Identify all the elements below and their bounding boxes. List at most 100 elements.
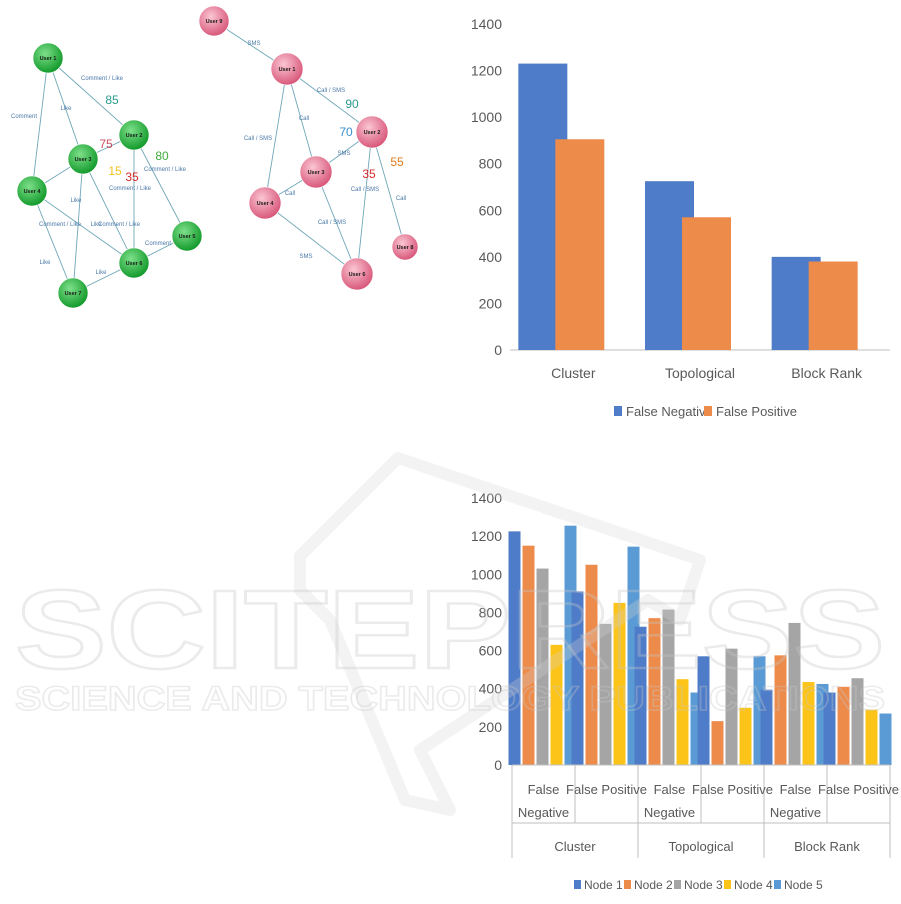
x-tick-label: Topological	[665, 365, 735, 381]
user-node	[118, 119, 150, 151]
y-tick-label: 400	[479, 249, 503, 265]
legend-swatch	[774, 880, 781, 889]
user-node	[270, 52, 304, 86]
y-tick-label: 200	[479, 719, 503, 735]
y-tick-label: 400	[479, 681, 503, 697]
bar	[585, 564, 598, 765]
bar	[837, 686, 850, 765]
subcategory-label: Negative	[770, 805, 821, 820]
graph-edge	[286, 68, 317, 173]
user-node	[340, 257, 374, 291]
subcategory-label: False	[780, 782, 812, 797]
edge-label: Like	[60, 106, 72, 112]
bar	[697, 656, 710, 765]
edge-label: SMS	[247, 41, 260, 47]
bar	[599, 623, 612, 765]
user-node-label: User 5	[179, 234, 196, 240]
graph-edge	[356, 131, 373, 275]
y-tick-label: 1200	[471, 63, 502, 79]
user-node	[67, 143, 99, 175]
y-tick-label: 0	[494, 757, 502, 773]
score-label: 80	[155, 149, 169, 163]
group-label: Cluster	[554, 839, 596, 854]
user-node	[198, 5, 230, 37]
edge-label: Comment / Like	[144, 167, 187, 173]
score-label: 55	[390, 155, 404, 169]
edge-label: SMS	[299, 254, 312, 260]
bar	[676, 679, 689, 765]
user-node	[248, 186, 282, 220]
legend-label: False Negative	[626, 404, 713, 419]
edge-label: Comment / Like	[81, 76, 124, 82]
legend-swatch	[574, 880, 581, 889]
graph-edge	[315, 171, 358, 275]
score-label: 85	[105, 93, 119, 107]
bar	[634, 626, 647, 765]
legend-label: Node 2	[634, 878, 673, 892]
user-node	[57, 277, 89, 309]
bar	[788, 622, 801, 765]
bar	[550, 644, 563, 765]
bar	[536, 568, 549, 765]
edge-label: Call	[299, 116, 309, 122]
graph-edge	[31, 190, 74, 294]
x-tick-label: Cluster	[551, 365, 596, 381]
graph-edge	[31, 57, 49, 192]
edge-label: SMS	[337, 151, 350, 157]
bar	[682, 217, 731, 350]
user-node	[355, 115, 389, 149]
legend-swatch	[704, 406, 712, 416]
edge-label: Comment / Like	[109, 186, 152, 192]
graph-edge	[371, 131, 406, 248]
graph-edge	[47, 57, 135, 136]
bar	[851, 678, 864, 765]
bar	[508, 531, 521, 765]
y-tick-label: 1400	[471, 490, 502, 506]
legend-swatch	[674, 880, 681, 889]
edge-label: Call / SMS	[351, 187, 379, 193]
edge-label: Comment	[11, 114, 37, 120]
score-label: 35	[362, 167, 376, 181]
y-tick-label: 1000	[471, 566, 502, 582]
bar-chart-error-rates: 0 200 400 600 800 1000 1200 1400 Cluster Topologi…	[471, 16, 890, 419]
legend-label: Node 3	[684, 878, 723, 892]
edge-label: Call / SMS	[244, 136, 272, 142]
y-tick-label: 600	[479, 643, 503, 659]
user-node-label: User 7	[65, 291, 82, 297]
edge-label: Like	[70, 198, 82, 204]
bar	[774, 655, 787, 765]
graph-edge	[82, 158, 135, 264]
graph-edge	[31, 190, 135, 264]
user-node-label: User 6	[126, 261, 143, 267]
bar	[760, 689, 773, 765]
y-tick-label: 600	[479, 202, 503, 218]
bar	[865, 709, 878, 765]
graph-edge	[264, 202, 358, 275]
user-node-label: User 4	[257, 201, 275, 207]
user-node-label: User 2	[126, 133, 143, 139]
legend-swatch	[624, 880, 631, 889]
edge-label: Call	[396, 196, 406, 202]
user-node-label: User 2	[364, 130, 381, 136]
user-node-label: User 9	[206, 19, 223, 25]
user-node-label: User 3	[308, 170, 325, 176]
legend-label: Node 4	[734, 878, 773, 892]
score-label: 90	[345, 97, 359, 111]
user-node	[16, 175, 48, 207]
graph-edge	[264, 68, 288, 204]
edge-label: Like	[39, 260, 51, 266]
y-tick-label: 1200	[471, 528, 502, 544]
legend-label: Node 1	[584, 878, 623, 892]
subcategory-label: False Positive	[566, 782, 647, 797]
score-label: 75	[99, 137, 113, 151]
bar	[823, 692, 836, 765]
user-node-label: User 3	[75, 157, 92, 163]
y-tick-label: 1400	[471, 16, 502, 32]
edge-label: Like	[95, 270, 107, 276]
bar	[725, 648, 738, 765]
edge-label: Comment	[145, 241, 171, 247]
edge-label: Comment / Like	[98, 222, 141, 228]
edge-label: Call / SMS	[317, 88, 345, 94]
subcategory-label: False	[528, 782, 560, 797]
bar	[555, 139, 605, 350]
